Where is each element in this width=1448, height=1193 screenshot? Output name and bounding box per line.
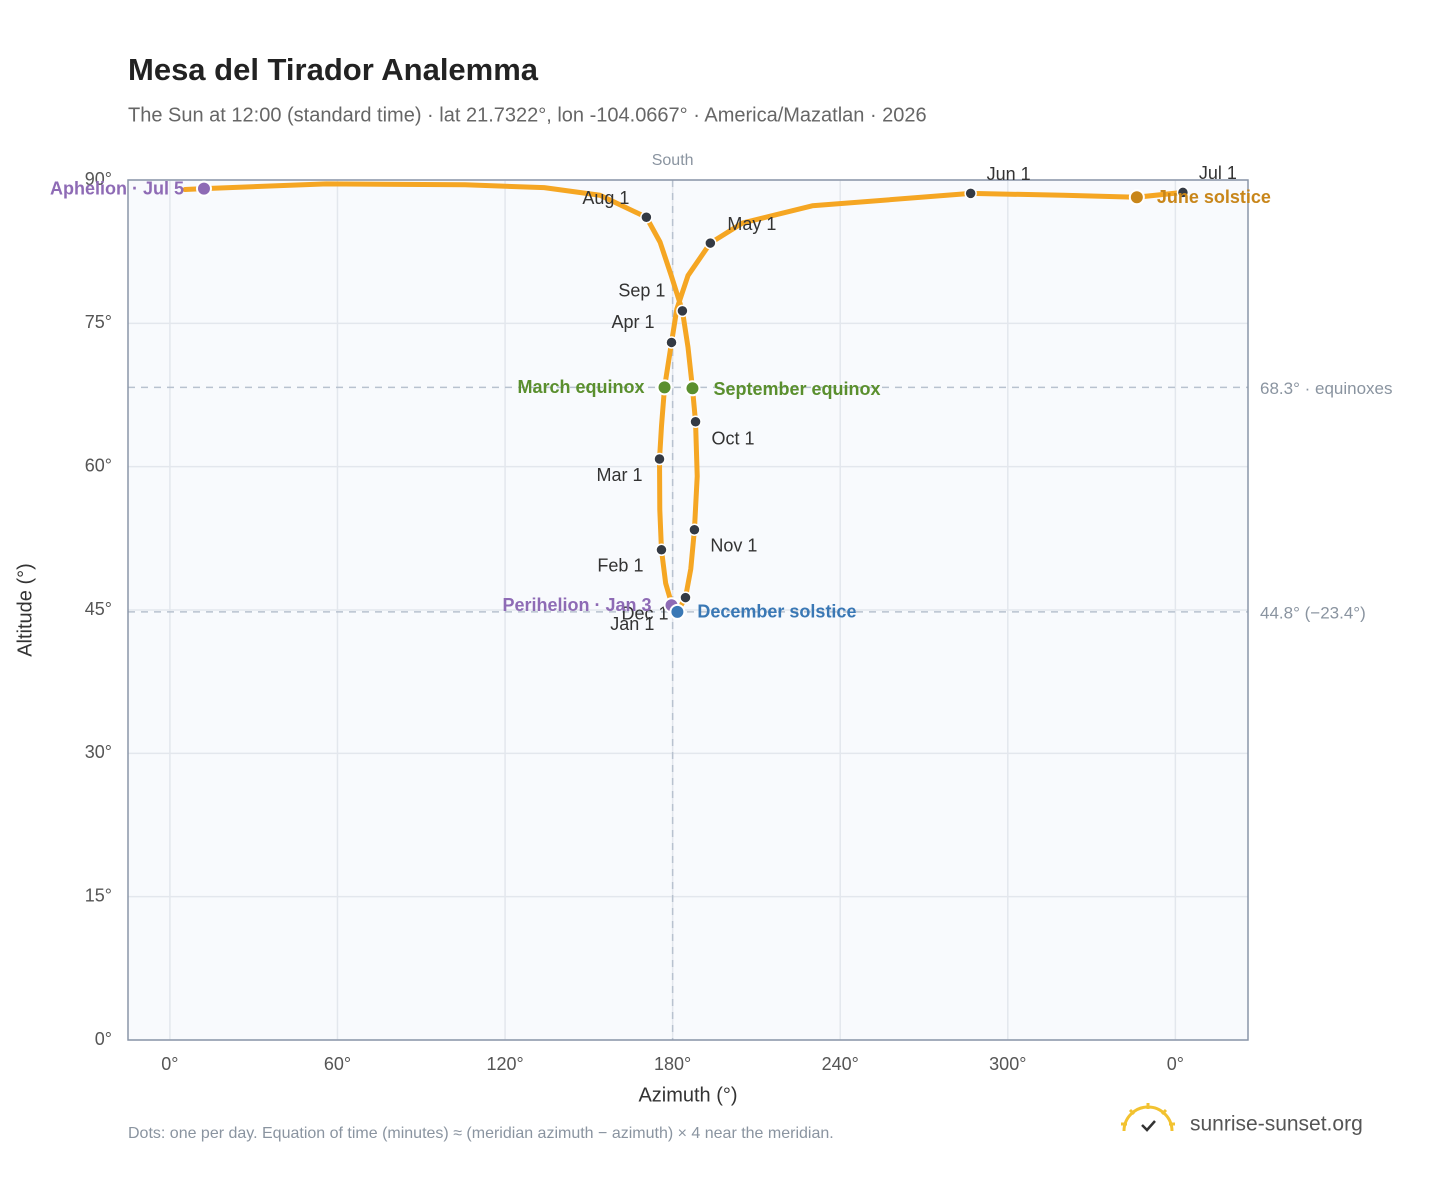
y-tick-label: 90° xyxy=(85,169,112,189)
annotation-point xyxy=(684,380,701,397)
annotation-point xyxy=(1128,189,1145,206)
x-tick-label: 60° xyxy=(324,1054,351,1074)
month-label: Nov 1 xyxy=(710,535,757,555)
annotation-point xyxy=(656,379,673,396)
reference-label: 44.8° (−23.4°) xyxy=(1260,603,1366,622)
x-tick-label: 300° xyxy=(989,1054,1026,1074)
month-point xyxy=(688,523,701,536)
month-label: Dec 1 xyxy=(621,603,668,623)
month-point xyxy=(676,304,689,318)
x-tick-label: 120° xyxy=(486,1054,523,1074)
y-tick-label: 0° xyxy=(95,1029,112,1049)
month-label: Sep 1 xyxy=(618,281,665,301)
footnote: Dots: one per day. Equation of time (min… xyxy=(128,1125,834,1142)
month-point xyxy=(679,591,692,604)
y-tick-label: 60° xyxy=(85,455,112,475)
month-point xyxy=(653,452,666,466)
annotation-label: December solstice xyxy=(697,602,856,622)
chart-subtitle: The Sun at 12:00 (standard time) · lat 2… xyxy=(128,104,927,126)
y-axis-label: Altitude (°) xyxy=(14,563,36,657)
month-label: Mar 1 xyxy=(596,465,642,485)
month-point xyxy=(704,236,717,250)
month-point xyxy=(665,336,678,349)
month-label: Jun 1 xyxy=(987,164,1031,184)
month-label: May 1 xyxy=(727,214,776,234)
annotation-label: Aphelion · Jul 5 xyxy=(50,178,184,198)
annotation-label: June solstice xyxy=(1157,187,1271,207)
annotation-label: March equinox xyxy=(518,377,645,397)
annotation-point xyxy=(669,603,686,620)
reference-label: South xyxy=(652,152,694,169)
month-point xyxy=(640,211,653,224)
month-label: Jan 1 xyxy=(610,614,654,634)
reference-label: 68.3° · equinoxes xyxy=(1260,379,1393,398)
month-label: Jul 1 xyxy=(1199,163,1237,183)
x-tick-label: 240° xyxy=(822,1054,859,1074)
month-label: Apr 1 xyxy=(611,312,654,332)
month-point xyxy=(1176,186,1190,199)
month-label: Oct 1 xyxy=(712,429,755,449)
month-label: Feb 1 xyxy=(597,556,643,576)
y-tick-label: 45° xyxy=(85,599,112,619)
y-tick-label: 75° xyxy=(85,312,112,332)
month-point xyxy=(964,187,977,200)
brand-logo xyxy=(1121,1103,1175,1132)
x-tick-label: 0° xyxy=(1167,1054,1184,1074)
month-label: Aug 1 xyxy=(582,188,629,208)
annotation-label: Perihelion · Jan 3 xyxy=(502,595,651,615)
x-tick-label: 0° xyxy=(161,1054,178,1074)
x-axis-label: Azimuth (°) xyxy=(638,1084,737,1106)
brand-name: sunrise-sunset.org xyxy=(1190,1113,1363,1136)
plot-border xyxy=(127,179,1249,1041)
annotation-label: September equinox xyxy=(713,379,880,399)
y-tick-label: 15° xyxy=(85,885,112,905)
annotation-point xyxy=(195,180,212,197)
month-point xyxy=(689,415,702,429)
chart-title: Mesa del Tirador Analemma xyxy=(128,52,539,87)
month-point xyxy=(655,543,668,557)
x-tick-label: 180° xyxy=(654,1054,691,1074)
y-tick-label: 30° xyxy=(85,742,112,762)
